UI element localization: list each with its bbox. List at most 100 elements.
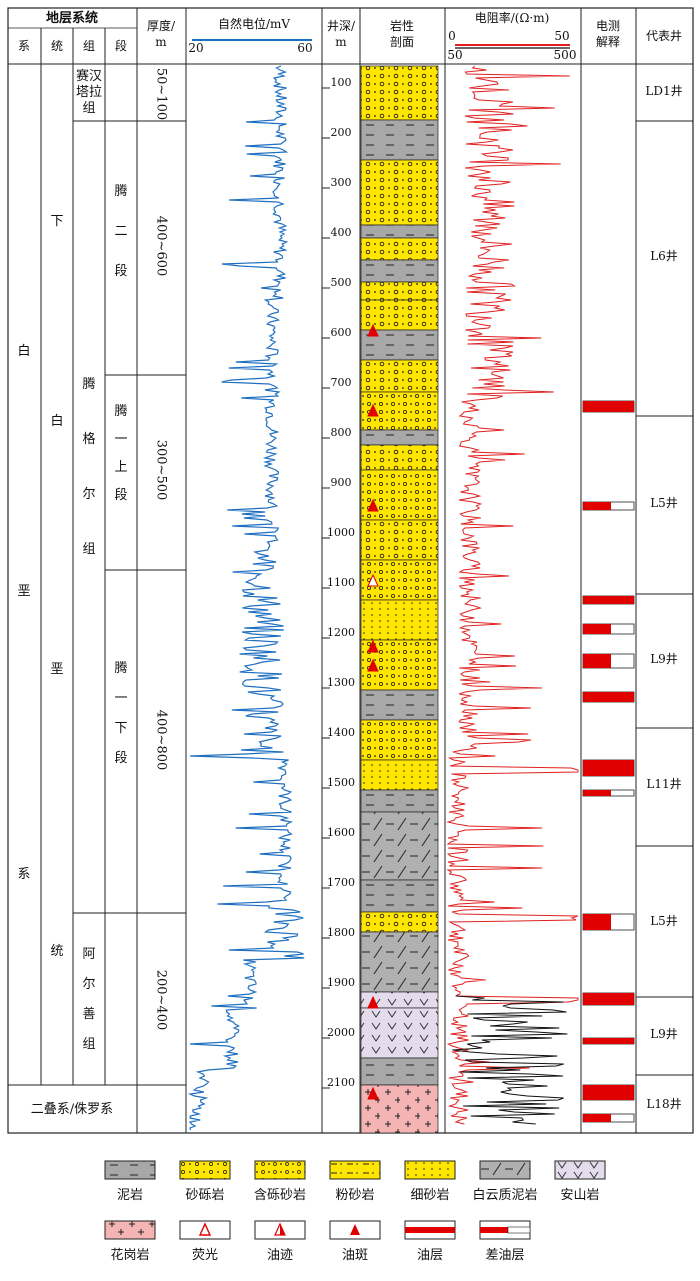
legend-item-glutenite: 砂砾岩 [170, 1160, 240, 1203]
header-member: 段 [115, 38, 127, 53]
legend-label: 砂砾岩 [185, 1188, 225, 1203]
depth-axis: 100 200 300 400 500 600 700 800 900 1000 1100 1200 1… [322, 76, 355, 1089]
poor-oil-layer-bar [583, 654, 611, 668]
res-a-max: 50 [554, 29, 569, 43]
lithology-layer [360, 224, 439, 239]
representative-wells: LD1井 L6井 L5井 L9井 L11井 L5井 L9井 L18井 [645, 84, 682, 1111]
header-depth: 井深/m [327, 19, 356, 49]
andesite-icon [554, 1160, 606, 1180]
legend-item-siltstone: 粉砂岩 [320, 1160, 390, 1203]
fluorescence-marker [367, 573, 379, 587]
pebbly-sandstone-icon [254, 1160, 306, 1180]
oil-layer-bar [583, 596, 634, 604]
legend-label: 油斑 [341, 1248, 368, 1263]
lithology-layer [360, 719, 439, 761]
legend-label: 含砾砂岩 [253, 1188, 306, 1203]
thickness-label: 400~800 [154, 710, 169, 771]
group-arshan: 阿尔善组 [82, 947, 95, 1052]
oil-layer-icon [404, 1220, 456, 1240]
legend-item-oil-spot: 油斑 [320, 1220, 390, 1263]
header-lithology: 岩性剖面 [390, 18, 414, 49]
legend-item-dolomitic-mudstone: 白云质泥岩 [470, 1160, 540, 1203]
group-tengger: 腾格尔组 [82, 376, 95, 557]
legend-item-fine-sandstone: 细砂岩 [395, 1160, 465, 1203]
oil-layer-bar [583, 993, 634, 1005]
lithology-column [360, 65, 439, 1134]
oil-layer-bar [583, 692, 634, 702]
lithology-layer [360, 1007, 439, 1059]
siltstone-icon [329, 1160, 381, 1180]
column-lines [40, 8, 637, 1133]
oil-layer-bar [583, 1038, 634, 1044]
header-stratigraphy: 地层系统 [46, 10, 98, 26]
lithology-layer [360, 911, 439, 933]
legend-item-poor-oil-layer: 差油层 [470, 1220, 540, 1263]
oil-layer-bar [583, 401, 634, 412]
lithology-layer [360, 469, 439, 521]
fluorescence-icon [179, 1220, 231, 1240]
res-b-max: 500 [554, 48, 577, 62]
oil-spot-marker [367, 1086, 379, 1100]
legend-item-andesite: 安山岩 [545, 1160, 615, 1203]
depth-tick-label: 1700 [327, 876, 355, 889]
depth-tick-label: 200 [331, 126, 352, 139]
legend-label: 油迹 [266, 1248, 293, 1263]
sp-scale-max: 60 [297, 41, 312, 55]
system-char: 白 [17, 343, 30, 359]
poor-oil-layer-icon [479, 1220, 531, 1240]
thickness-label: 400~600 [154, 216, 169, 277]
lithology-layer [360, 789, 439, 813]
res-a-min: 0 [448, 29, 456, 43]
poor-oil-layer-bar [583, 914, 611, 930]
legend-label: 粉砂岩 [335, 1188, 375, 1203]
lithology-layer [360, 811, 439, 881]
depth-tick-label: 600 [331, 326, 352, 339]
lithology-layer [360, 444, 439, 471]
depth-tick-label: 1100 [327, 576, 355, 589]
legend: 泥岩 砂砾岩 含砾砂岩 粉砂岩 细砂岩 白云质泥岩 安山岩花岗岩 荧光 油迹 油斑 油层 差油层 [95, 1160, 615, 1270]
legend-item-granite: 花岗岩 [95, 1220, 165, 1263]
representative-well-label: L18井 [646, 1097, 681, 1111]
system-char: 系 [17, 867, 30, 882]
resistivity-curve-red [446, 65, 579, 1125]
oil-spot-marker [367, 403, 379, 417]
thickness-label: 200~400 [154, 970, 169, 1031]
lithology-layer [360, 359, 439, 393]
sp-curve [187, 65, 305, 1131]
boundary-lines [8, 120, 693, 1086]
res-b-min: 50 [447, 48, 462, 62]
glutenite-icon [179, 1160, 231, 1180]
system-char: 垩 [17, 584, 30, 599]
oil-spot-marker [367, 658, 379, 672]
series-char: 白 [50, 413, 63, 429]
depth-tick-label: 400 [331, 226, 352, 239]
oil-spot-icon [329, 1220, 381, 1240]
header-group: 组 [83, 39, 95, 53]
lithology-layer [360, 119, 439, 161]
legend-label: 安山岩 [560, 1188, 600, 1203]
representative-well-label: L9井 [650, 1027, 678, 1041]
header-resistivity: 电阻率/(Ω·m) [475, 10, 550, 25]
depth-tick-label: 1600 [327, 826, 355, 839]
header-representative-well: 代表井 [646, 29, 682, 43]
representative-well-label: L11井 [646, 777, 681, 791]
sp-scale-min: 20 [188, 41, 203, 55]
legend-item-fluorescence: 荧光 [170, 1220, 240, 1263]
lithology-layer [360, 65, 439, 121]
oil-trace-icon [254, 1220, 306, 1240]
oil-spot-marker [367, 995, 379, 1009]
lithology-layer [360, 879, 439, 913]
table-frame [7, 7, 694, 1134]
header-series: 统 [51, 39, 63, 53]
lithology-layer [360, 281, 439, 301]
depth-tick-label: 1400 [327, 726, 355, 739]
lithology-layer [360, 299, 439, 331]
lithology-layer [360, 259, 439, 283]
legend-label: 白云质泥岩 [472, 1188, 538, 1203]
legend-item-oil-layer: 油层 [395, 1220, 465, 1263]
depth-tick-label: 1000 [327, 526, 355, 539]
legend-item-pebbly-sandstone: 含砾砂岩 [245, 1160, 315, 1203]
oil-layer-bar [583, 760, 634, 776]
legend-item-mudstone: 泥岩 [95, 1160, 165, 1203]
